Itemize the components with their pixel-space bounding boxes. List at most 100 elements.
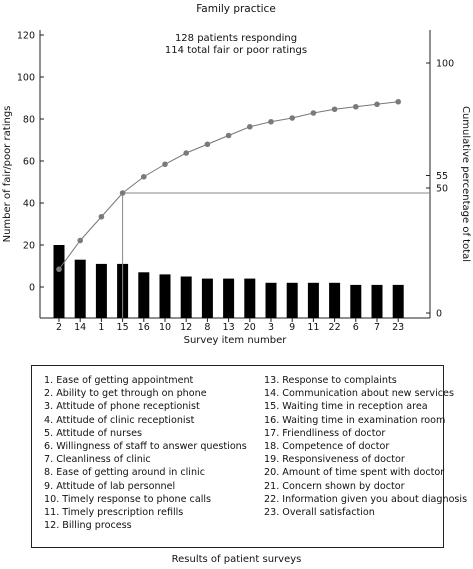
- cumulative-point-3: [268, 118, 274, 125]
- bar-10: [159, 274, 171, 318]
- left-tick-label: 120: [17, 31, 35, 42]
- cumulative-point-13: [225, 132, 232, 139]
- y-axis-label: Number of fair/poor ratings: [2, 106, 13, 243]
- legend-item: 21. Concern shown by doctor: [264, 480, 405, 492]
- item-legend: 1. Ease of getting appointment 2. Ability…: [31, 365, 468, 548]
- cumulative-point-7: [374, 101, 380, 108]
- x-tick-label: 6: [353, 322, 359, 333]
- bar-6: [350, 284, 362, 318]
- legend-item: 14. Communication about new services: [264, 388, 454, 400]
- left-tick-label: 100: [17, 73, 35, 84]
- bar-8: [201, 278, 213, 318]
- bar-14: [74, 259, 86, 318]
- left-tick-label: 80: [23, 115, 35, 126]
- cumulative-point-6: [353, 103, 359, 110]
- legend-item: 13. Response to complaints: [264, 375, 397, 386]
- cumulative-point-14: [77, 237, 83, 244]
- pareto-chart: Family practice 128 patients responding …: [2, 3, 471, 346]
- cumulative-point-1: [98, 213, 105, 220]
- legend-item: 19. Responsiveness of doctor: [264, 454, 405, 466]
- cumulative-point-20: [247, 123, 253, 130]
- right-tick-label: 55: [436, 171, 448, 182]
- cumulative-point-16: [141, 173, 147, 180]
- cumulative-point-2: [56, 266, 62, 273]
- cumulative-point-10: [162, 161, 168, 168]
- figure-caption: Results of patient surveys: [171, 554, 302, 565]
- x-axis-label: Survey item number: [184, 335, 288, 346]
- bar-23: [392, 284, 404, 318]
- bar-22: [329, 282, 341, 318]
- chart-subtitle-line-1: 128 patients responding: [175, 33, 297, 44]
- legend-item: 11. Timely prescription refills: [44, 507, 184, 519]
- x-tick-label: 9: [289, 322, 295, 333]
- cumulative-point-9: [289, 115, 296, 121]
- bar-12: [180, 276, 192, 318]
- legend-item: 2. Ability to get through on phone: [44, 388, 207, 400]
- legend-item: 4. Attitude of clinic receptionist: [44, 414, 195, 426]
- legend-item: 20. Amount of time spent with doctor: [264, 467, 445, 479]
- cumulative-point-22: [331, 106, 338, 113]
- legend-item: 16. Waiting time in examination room: [264, 414, 446, 426]
- bar-2: [53, 245, 65, 318]
- bar-13: [223, 278, 235, 318]
- legend-item: 23. Overall satisfaction: [264, 507, 375, 519]
- legend-item: 1. Ease of getting appointment: [44, 375, 194, 386]
- bar-9: [286, 282, 298, 318]
- bar-11: [307, 282, 319, 318]
- legend-column-right: 13. Response to complaints 14. Communicat…: [264, 374, 468, 519]
- cumulative-point-8: [204, 141, 211, 148]
- cumulative-line: [58, 101, 399, 270]
- x-tick-label: 11: [307, 322, 319, 333]
- bar-20: [244, 278, 256, 318]
- chart-title: Family practice: [196, 3, 276, 15]
- left-tick-label: 40: [23, 199, 35, 210]
- x-tick-label: 7: [374, 322, 380, 333]
- right-tick-label: 50: [436, 184, 448, 195]
- cumulative-point-23: [395, 98, 402, 105]
- x-tick-label: 14: [74, 322, 86, 333]
- left-tick-label: 0: [29, 283, 35, 294]
- legend-item: 15. Waiting time in reception area: [264, 401, 428, 413]
- x-tick-label: 1: [98, 322, 104, 333]
- left-axis-ticks: 0 20 40 60 80 100 120: [17, 31, 44, 294]
- x-tick-label: 12: [180, 322, 192, 333]
- legend-item: 17. Friendliness of doctor: [264, 427, 386, 439]
- x-tick-label: 13: [223, 322, 235, 333]
- right-tick-label: 0: [436, 309, 442, 320]
- reference-line: [122, 192, 430, 318]
- cumulative-line-series: [56, 98, 402, 273]
- x-tick-label: 23: [392, 322, 404, 333]
- legend-item: 18. Competence of doctor: [264, 441, 390, 453]
- left-tick-label: 20: [23, 241, 35, 252]
- bar-series: [53, 245, 404, 318]
- x-tick-label: 15: [117, 322, 129, 333]
- bar-16: [138, 272, 150, 318]
- x-tick-label: 16: [138, 322, 150, 333]
- legend-item: 9. Attitude of lab personnel: [44, 480, 176, 492]
- left-tick-label: 60: [23, 157, 35, 168]
- x-tick-label: 8: [204, 322, 210, 333]
- bar-1: [95, 263, 107, 318]
- legend-item: 5. Attitude of nurses: [44, 427, 142, 439]
- legend-item: 10. Timely response to phone calls: [44, 493, 212, 505]
- bar-3: [265, 282, 277, 318]
- right-tick-label: 100: [436, 59, 454, 70]
- x-tick-label: 22: [329, 322, 341, 333]
- legend-column-left: 1. Ease of getting appointment 2. Ability…: [44, 374, 247, 532]
- legend-item: 12. Billing process: [44, 520, 132, 532]
- cumulative-point-15: [119, 190, 126, 196]
- y2-axis-label: Cumulative percentage of total: [460, 106, 471, 262]
- chart-subtitle-line-2: 114 total fair or poor ratings: [165, 45, 307, 56]
- bar-7: [371, 284, 383, 318]
- legend-item: 22. Information given you about diagnosi…: [264, 493, 468, 505]
- legend-item: 6. Willingness of staff to answer questi…: [44, 441, 247, 453]
- legend-item: 3. Attitude of phone receptionist: [44, 401, 200, 413]
- legend-item: 8. Ease of getting around in clinic: [44, 467, 205, 479]
- x-tick-label: 2: [56, 322, 62, 333]
- cumulative-point-12: [183, 150, 189, 156]
- x-tick-label: 3: [268, 322, 274, 333]
- cumulative-point-11: [310, 110, 317, 116]
- x-axis-ticks: 2 14 1 15 16 10 12 8 13 20 3 9 11 22 6 7 23: [56, 318, 404, 333]
- right-axis-ticks: 0 50 55 100: [426, 59, 454, 320]
- x-tick-label: 20: [244, 322, 256, 333]
